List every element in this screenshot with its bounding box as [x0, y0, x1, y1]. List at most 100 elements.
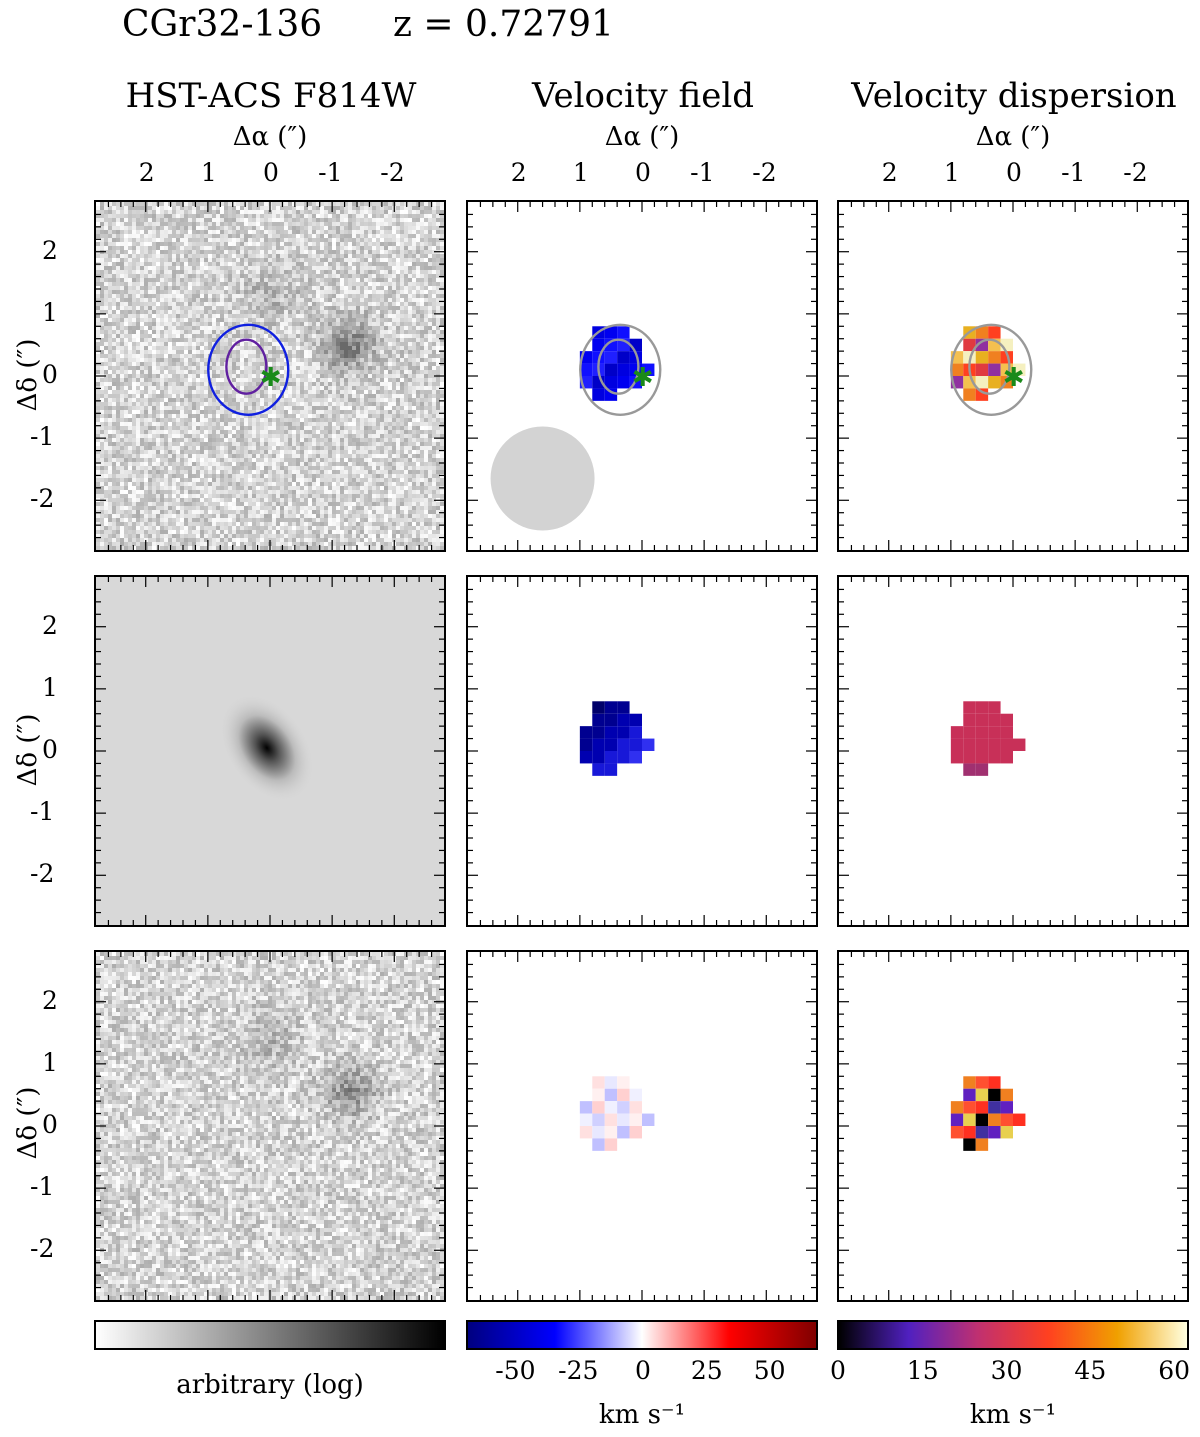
column-title-hst: HST-ACS F814W	[125, 76, 417, 116]
colorbar-tick: -25	[558, 1356, 599, 1385]
map-pixel	[579, 1101, 593, 1114]
map-pixel	[988, 726, 1001, 739]
panel-hst-residual	[94, 950, 446, 1302]
map-pixel	[604, 351, 618, 364]
colorbar-tick: 15	[906, 1356, 939, 1385]
panel-hst-model	[94, 575, 446, 927]
panel-velocity-observed: ✱	[466, 200, 818, 552]
velocity-observed-map: ✱	[468, 202, 816, 550]
map-pixel	[950, 1113, 964, 1126]
map-pixel	[975, 1126, 989, 1139]
map-pixel	[975, 388, 989, 401]
map-pixel	[975, 751, 989, 764]
map-pixel	[604, 751, 618, 764]
map-pixel	[604, 1138, 618, 1151]
y-tick-label: 0	[42, 360, 58, 389]
map-pixel	[975, 363, 989, 376]
colorbar-velocity	[466, 1320, 818, 1350]
map-pixel	[963, 738, 976, 751]
x-tick-label: 0	[1006, 158, 1022, 187]
y-tick-label: -2	[30, 1234, 55, 1264]
y-tick-label: 0	[42, 735, 58, 764]
map-pixel	[988, 363, 1001, 376]
map-pixel	[963, 701, 976, 714]
map-pixel	[592, 738, 605, 751]
map-pixel	[963, 1076, 976, 1089]
object-name: CGr32-136	[122, 4, 323, 45]
map-pixel	[975, 726, 989, 739]
map-pixel	[604, 1101, 618, 1114]
x-tick-label: -1	[1061, 158, 1086, 187]
map-pixel	[617, 701, 630, 714]
map-pixel	[1000, 751, 1013, 764]
velocity-model-map	[468, 577, 816, 925]
colorbar-dispersion-label: km s⁻¹	[969, 1400, 1057, 1430]
x-tick-label: -2	[752, 158, 777, 187]
map-pixel	[963, 726, 976, 739]
x-tick-label: 0	[635, 158, 651, 187]
map-pixel	[1000, 726, 1013, 739]
colorbar-tick: 0	[635, 1356, 651, 1385]
map-pixel	[1000, 713, 1013, 727]
map-pixel	[617, 738, 630, 751]
map-pixel	[617, 363, 630, 376]
y-tick-label: -2	[30, 484, 55, 514]
map-pixel	[975, 1088, 989, 1102]
map-pixel	[975, 1138, 989, 1151]
panel-hst-observed: ✱	[94, 200, 446, 552]
map-pixel	[950, 738, 964, 751]
map-pixel	[592, 1138, 605, 1151]
map-pixel	[1013, 1113, 1026, 1126]
y-axis-label-row2: Δδ (″)	[13, 713, 43, 787]
map-pixel	[975, 338, 989, 352]
map-pixel	[604, 363, 618, 376]
y-tick-label: 1	[42, 1047, 58, 1077]
psf-circle	[490, 426, 595, 531]
map-pixel	[988, 713, 1001, 727]
hst-residual-image	[96, 952, 444, 1300]
map-pixel	[988, 751, 1001, 764]
contour-inner	[225, 338, 268, 395]
panel-dispersion-observed: ✱	[837, 200, 1189, 552]
map-pixel	[629, 1088, 642, 1102]
map-pixel	[592, 338, 605, 352]
map-pixel	[629, 1126, 642, 1139]
x-tick-label: 1	[572, 158, 589, 187]
map-pixel	[988, 701, 1001, 714]
map-pixel	[592, 1088, 605, 1102]
map-pixel	[592, 751, 605, 764]
map-pixel	[617, 726, 630, 739]
map-pixel	[642, 1113, 655, 1126]
map-pixel	[604, 763, 618, 776]
map-pixel	[629, 751, 642, 764]
map-pixel	[579, 1126, 593, 1139]
colorbar-image	[94, 1320, 446, 1350]
map-pixel	[988, 1113, 1001, 1126]
map-pixel	[642, 363, 655, 376]
map-pixel	[604, 376, 618, 389]
map-pixel	[579, 751, 593, 764]
colorbar-tick: -50	[495, 1356, 536, 1385]
colorbar-dispersion	[837, 1320, 1189, 1350]
map-pixel	[988, 376, 1001, 389]
map-pixel	[642, 738, 655, 751]
y-tick-label: 2	[42, 235, 58, 265]
map-pixel	[592, 388, 605, 401]
map-pixel	[988, 1088, 1001, 1102]
map-pixel	[617, 1126, 630, 1139]
x-tick-label: 0	[263, 158, 279, 187]
map-pixel	[963, 713, 976, 727]
map-pixel	[629, 738, 642, 751]
y-tick-label: 2	[42, 610, 58, 640]
map-pixel	[604, 326, 618, 339]
map-pixel	[963, 338, 976, 352]
map-pixel	[617, 1101, 630, 1114]
map-pixel	[988, 1101, 1001, 1114]
dispersion-observed-map: ✱	[839, 202, 1187, 550]
map-pixel	[988, 1076, 1001, 1089]
map-pixel	[592, 713, 605, 727]
y-tick-label: -1	[30, 422, 55, 452]
x-tick-label: 1	[943, 158, 960, 187]
colorbar-image-label: arbitrary (log)	[176, 1370, 364, 1400]
map-pixel	[963, 1126, 976, 1139]
